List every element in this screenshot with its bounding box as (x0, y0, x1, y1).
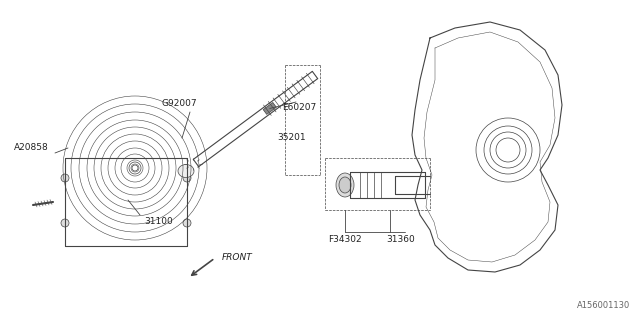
Text: FRONT: FRONT (222, 252, 253, 261)
Text: 35201: 35201 (277, 133, 306, 142)
Circle shape (183, 174, 191, 182)
Text: F34302: F34302 (328, 236, 362, 244)
Polygon shape (263, 102, 276, 115)
Text: A156001130: A156001130 (577, 301, 630, 310)
Text: G92007: G92007 (162, 99, 198, 108)
Text: A20858: A20858 (14, 143, 49, 153)
Circle shape (183, 219, 191, 227)
Ellipse shape (339, 177, 351, 193)
Text: 31100: 31100 (144, 218, 173, 227)
Circle shape (61, 219, 69, 227)
Ellipse shape (336, 173, 354, 197)
Ellipse shape (178, 164, 194, 178)
Text: E60207: E60207 (282, 103, 316, 113)
Text: 31360: 31360 (386, 236, 415, 244)
Circle shape (61, 174, 69, 182)
